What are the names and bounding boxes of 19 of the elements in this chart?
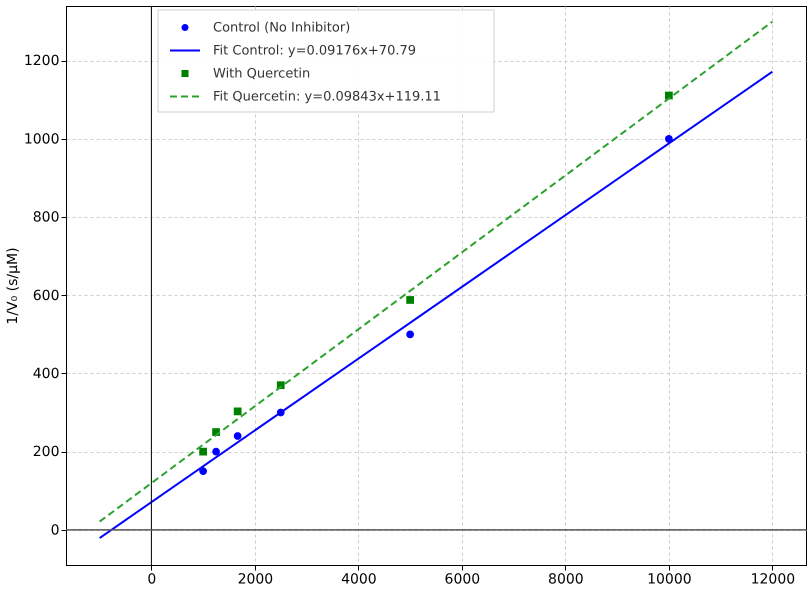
- x-tick-label: 8000: [548, 572, 584, 588]
- y-tick-label: 400: [32, 366, 60, 382]
- x-tick-label: 2000: [238, 572, 274, 588]
- legend-label: With Quercetin: [213, 66, 310, 82]
- x-tick-label: 6000: [444, 572, 480, 588]
- y-tick-label: 1200: [24, 53, 60, 70]
- x-tick-label: 0: [147, 572, 156, 588]
- y-axis-title: 1/V₀ (s/μM): [4, 247, 21, 325]
- legend-label: Fit Quercetin: y=0.09843x+119.11: [213, 90, 441, 104]
- legend-label: Fit Control: y=0.09176x+70.79: [213, 44, 416, 58]
- x-tick-label: 12000: [750, 572, 796, 588]
- y-tick-label: 800: [32, 210, 60, 226]
- y-tick-label: 1000: [24, 131, 60, 148]
- legend-label: Control (No Inhibitor): [213, 20, 350, 36]
- y-tick-label: 200: [32, 444, 60, 460]
- x-tick-label: 4000: [341, 572, 377, 588]
- x-tick-label: 10000: [647, 572, 692, 588]
- y-tick-label: 0: [50, 522, 60, 538]
- y-tick-label: 600: [32, 288, 60, 304]
